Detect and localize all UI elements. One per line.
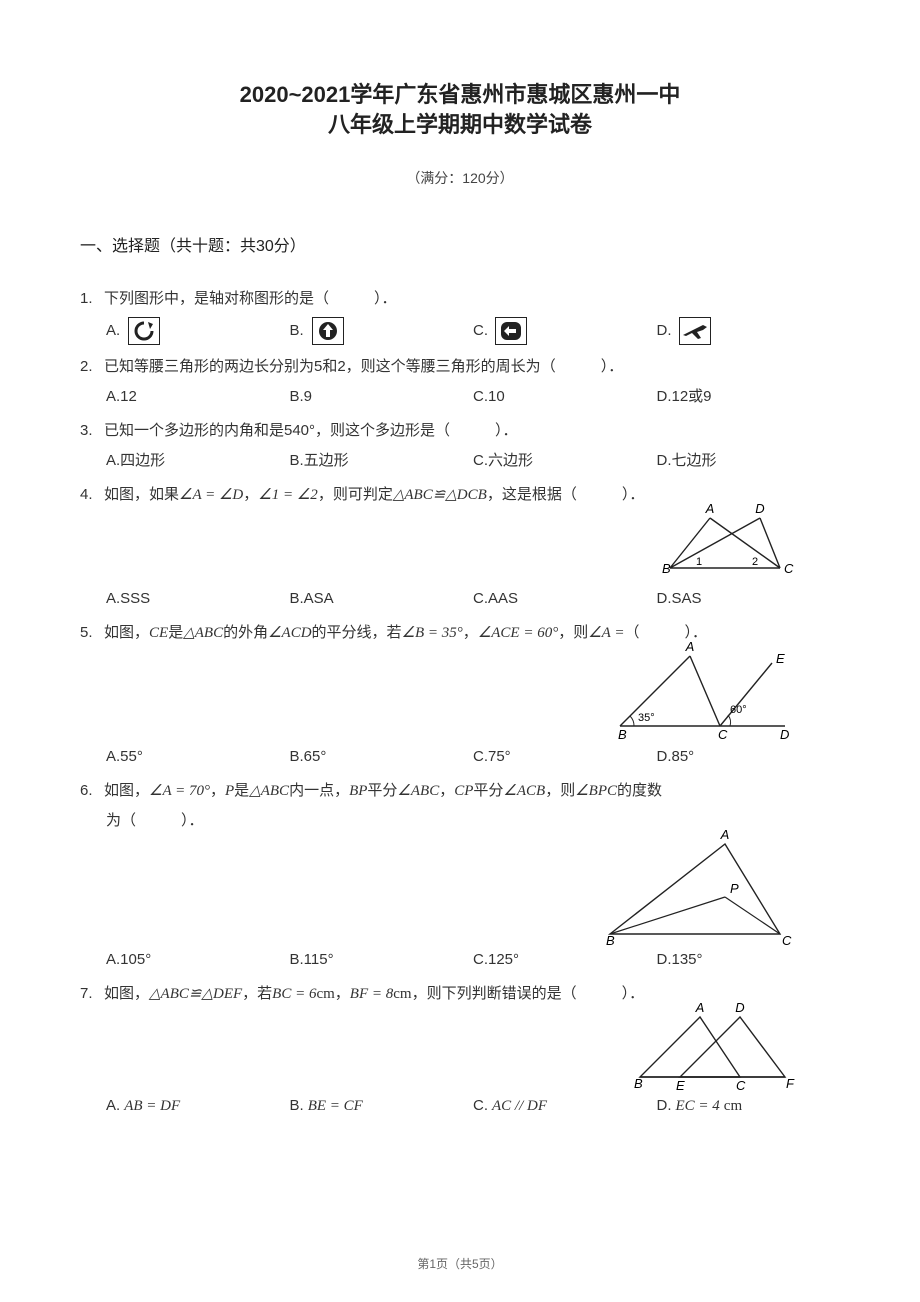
q5-stem: 如图，CE是△ABC的外角∠ACD的平分线，若∠B = 35°，∠ACE = 6…: [104, 621, 707, 645]
exam-page: 2020~2021学年广东省惠州市惠城区惠州一中 八年级上学期期中数学试卷 （满…: [0, 0, 920, 1168]
two-triangles-icon: A D B C 1 2: [670, 513, 800, 583]
q3-opt-a: A.四边形: [106, 449, 290, 473]
question-2: 2. 已知等腰三角形的两边长分别为5和2，则这个等腰三角形的周长为（ ）． A.…: [80, 355, 840, 409]
q4-num: 4.: [80, 483, 98, 507]
q4-stem: 如图，如果∠A = ∠D，∠1 = ∠2，则可判定△ABC≌△DCB，这是根据（…: [104, 483, 644, 507]
q2-opt-d: D.12或9: [657, 385, 841, 409]
title-block: 2020~2021学年广东省惠州市惠城区惠州一中 八年级上学期期中数学试卷: [80, 80, 840, 139]
svg-text:B: B: [634, 1076, 643, 1091]
q5-num: 5.: [80, 621, 98, 645]
q1-opt-b: B.: [290, 317, 474, 345]
q7-figure: A D B E C F: [80, 1012, 840, 1090]
svg-text:A: A: [695, 1000, 705, 1015]
svg-text:35°: 35°: [638, 712, 655, 724]
q2-opt-c: C.10: [473, 385, 657, 409]
svg-text:F: F: [786, 1076, 795, 1091]
q3-opt-d: D.七边形: [657, 449, 841, 473]
q6-figure: A B C P: [80, 839, 840, 944]
q6-stem: 如图，∠A = 70°，P是△ABC内一点，BP平分∠ABC，CP平分∠ACB，…: [104, 779, 662, 803]
svg-text:D: D: [755, 501, 764, 516]
back-arrow-rounded-icon: [495, 317, 527, 345]
q7-stem: 如图，△ABC≌△DEF，若BC = 6cm，BF = 8cm，则下列判断错误的…: [104, 982, 644, 1006]
page-footer: 第1页（共5页）: [0, 1255, 920, 1274]
svg-text:60°: 60°: [730, 704, 747, 716]
svg-text:C: C: [784, 561, 794, 576]
q3-stem: 已知一个多边形的内角和是540°，则这个多边形是（ ）．: [104, 419, 518, 443]
question-5: 5. 如图，CE是△ABC的外角∠ACD的平分线，若∠B = 35°，∠ACE …: [80, 621, 840, 769]
q1-num: 1.: [80, 287, 98, 311]
q1-opt-a: A.: [106, 317, 290, 345]
svg-text:D: D: [780, 727, 789, 742]
q7-opt-d: D.EC = 4cm: [657, 1094, 841, 1118]
svg-text:C: C: [782, 933, 792, 948]
q3-num: 3.: [80, 419, 98, 443]
section-1-header: 一、选择题（共十题：共30分）: [80, 234, 840, 260]
title-line-2: 八年级上学期期中数学试卷: [80, 110, 840, 140]
q4-opt-a: A.SSS: [106, 587, 290, 611]
q5-opt-c: C.75°: [473, 745, 657, 769]
q2-stem: 已知等腰三角形的两边长分别为5和2，则这个等腰三角形的周长为（ ）．: [104, 355, 623, 379]
q3-opt-b: B.五边形: [290, 449, 474, 473]
q7-opt-a: A.AB = DF: [106, 1094, 290, 1118]
q6-opt-c: C.125°: [473, 948, 657, 972]
q7-opt-b: B.BE = CF: [290, 1094, 474, 1118]
svg-text:1: 1: [696, 556, 702, 568]
svg-text:C: C: [736, 1078, 746, 1093]
q7-opt-c: C.AC // DF: [473, 1094, 657, 1118]
q6-opt-a: A.105°: [106, 948, 290, 972]
q4-opt-c: C.AAS: [473, 587, 657, 611]
svg-text:P: P: [730, 881, 739, 896]
q4-opt-b: B.ASA: [290, 587, 474, 611]
q6-opt-d: D.135°: [657, 948, 841, 972]
question-4: 4. 如图，如果∠A = ∠D，∠1 = ∠2，则可判定△ABC≌△DCB，这是…: [80, 483, 840, 611]
question-6: 6. 如图，∠A = 70°，P是△ABC内一点，BP平分∠ABC，CP平分∠A…: [80, 779, 840, 972]
incenter-triangle-icon: A B C P: [610, 839, 800, 944]
svg-text:B: B: [662, 561, 671, 576]
svg-text:B: B: [618, 727, 627, 742]
q3-opt-c: C.六边形: [473, 449, 657, 473]
q5-opt-d: D.85°: [657, 745, 841, 769]
svg-text:C: C: [718, 727, 728, 742]
svg-text:D: D: [735, 1000, 744, 1015]
q2-opt-a: A.12: [106, 385, 290, 409]
q5-opt-a: A.55°: [106, 745, 290, 769]
q5-opt-b: B.65°: [290, 745, 474, 769]
svg-text:A: A: [705, 501, 715, 516]
svg-text:A: A: [685, 639, 695, 654]
q4-figure: A D B C 1 2: [80, 513, 840, 583]
q1-opt-c: C.: [473, 317, 657, 345]
q2-num: 2.: [80, 355, 98, 379]
airplane-icon: [679, 317, 711, 345]
svg-text:E: E: [676, 1078, 685, 1093]
q4-opt-d: D.SAS: [657, 587, 841, 611]
q6-stem-line2: 为（ ）．: [106, 809, 204, 833]
svg-text:E: E: [776, 651, 785, 666]
q7-num: 7.: [80, 982, 98, 1006]
full-score-label: （满分：120分）: [80, 167, 840, 189]
q5-figure: A E B C D 35° 60°: [80, 651, 840, 741]
q1-stem: 下列图形中，是轴对称图形的是（ ）．: [104, 287, 397, 311]
svg-text:B: B: [606, 933, 615, 948]
svg-text:A: A: [720, 827, 730, 842]
question-1: 1. 下列图形中，是轴对称图形的是（ ）． A. B.: [80, 287, 840, 345]
exterior-bisector-icon: A E B C D 35° 60°: [620, 651, 800, 741]
q1-opt-d: D.: [657, 317, 841, 345]
refresh-loop-icon: [128, 317, 160, 345]
question-3: 3. 已知一个多边形的内角和是540°，则这个多边形是（ ）． A.四边形 B.…: [80, 419, 840, 473]
q6-num: 6.: [80, 779, 98, 803]
q2-opt-b: B.9: [290, 385, 474, 409]
q6-opt-b: B.115°: [290, 948, 474, 972]
question-7: 7. 如图，△ABC≌△DEF，若BC = 6cm，BF = 8cm，则下列判断…: [80, 982, 840, 1118]
title-line-1: 2020~2021学年广东省惠州市惠城区惠州一中: [80, 80, 840, 110]
svg-text:2: 2: [752, 556, 758, 568]
up-arrow-circle-icon: [312, 317, 344, 345]
two-congruent-triangles-icon: A D B E C F: [640, 1012, 800, 1090]
